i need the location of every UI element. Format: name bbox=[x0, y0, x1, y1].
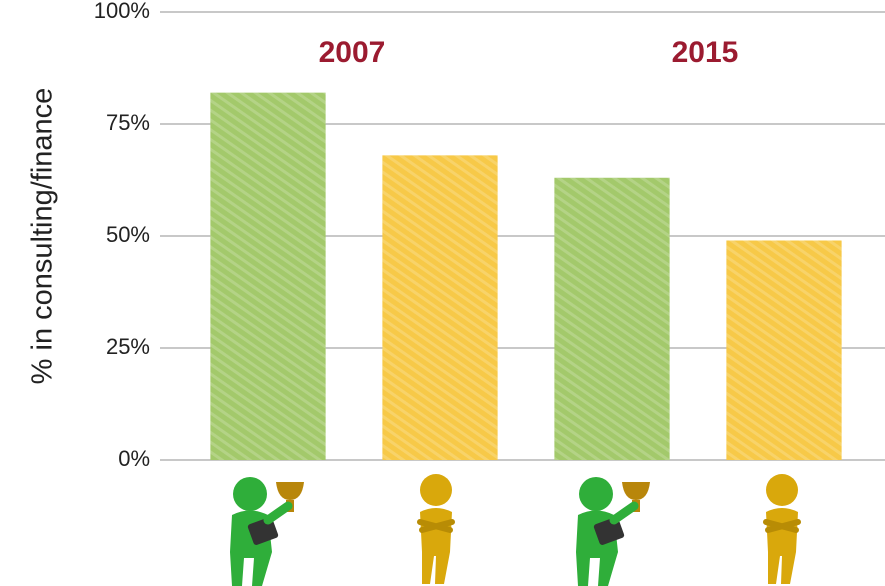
group-label: 2007 bbox=[319, 36, 386, 69]
y-tick-label: 25% bbox=[106, 334, 150, 359]
chart: % in consulting/finance 2007 2015 0% 25% 5… bbox=[0, 0, 885, 586]
group-label: 2015 bbox=[672, 36, 739, 69]
bar-texture bbox=[726, 240, 841, 460]
figure-loser bbox=[766, 474, 798, 584]
y-tick-label: 100% bbox=[94, 0, 150, 23]
y-tick-label: 0% bbox=[118, 446, 150, 471]
y-axis-label: % in consulting/finance bbox=[27, 88, 59, 385]
figures bbox=[230, 474, 798, 586]
figure-winner bbox=[576, 477, 650, 586]
y-tick-label: 75% bbox=[106, 110, 150, 135]
figure-loser bbox=[420, 474, 452, 584]
bar-texture bbox=[210, 93, 325, 460]
figure-winner bbox=[230, 477, 304, 586]
bar-texture bbox=[382, 155, 497, 460]
y-tick-label: 50% bbox=[106, 222, 150, 247]
bar-texture bbox=[554, 178, 669, 460]
